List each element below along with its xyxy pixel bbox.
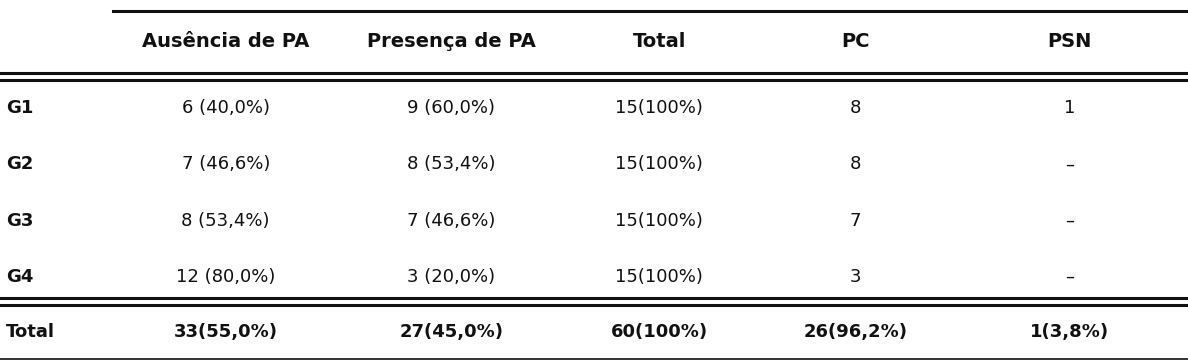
Text: 33(55,0%): 33(55,0%) <box>173 323 278 341</box>
Text: 15(100%): 15(100%) <box>615 268 703 286</box>
Text: 3: 3 <box>849 268 861 286</box>
Text: Presença de PA: Presença de PA <box>367 32 536 51</box>
Text: 8: 8 <box>849 99 861 117</box>
Text: –: – <box>1064 155 1074 173</box>
Text: 1(3,8%): 1(3,8%) <box>1030 323 1108 341</box>
Text: –: – <box>1064 212 1074 229</box>
Text: G2: G2 <box>6 155 33 173</box>
Text: PC: PC <box>841 32 870 51</box>
Text: G1: G1 <box>6 99 33 117</box>
Text: G4: G4 <box>6 268 33 286</box>
Text: 26(96,2%): 26(96,2%) <box>803 323 908 341</box>
Text: 27(45,0%): 27(45,0%) <box>399 323 504 341</box>
Text: 12 (80,0%): 12 (80,0%) <box>176 268 276 286</box>
Text: 60(100%): 60(100%) <box>611 323 708 341</box>
Text: 7 (46,6%): 7 (46,6%) <box>407 212 495 229</box>
Text: PSN: PSN <box>1047 32 1092 51</box>
Text: 3 (20,0%): 3 (20,0%) <box>407 268 495 286</box>
Text: Total: Total <box>633 32 685 51</box>
Text: G3: G3 <box>6 212 33 229</box>
Text: 8 (53,4%): 8 (53,4%) <box>407 155 495 173</box>
Text: Ausência de PA: Ausência de PA <box>143 32 309 51</box>
Text: –: – <box>1064 268 1074 286</box>
Text: Total: Total <box>6 323 55 341</box>
Text: 15(100%): 15(100%) <box>615 99 703 117</box>
Text: 7: 7 <box>849 212 861 229</box>
Text: 1: 1 <box>1063 99 1075 117</box>
Text: 9 (60,0%): 9 (60,0%) <box>407 99 495 117</box>
Text: 15(100%): 15(100%) <box>615 155 703 173</box>
Text: 8 (53,4%): 8 (53,4%) <box>182 212 270 229</box>
Text: 6 (40,0%): 6 (40,0%) <box>182 99 270 117</box>
Text: 8: 8 <box>849 155 861 173</box>
Text: 15(100%): 15(100%) <box>615 212 703 229</box>
Text: 7 (46,6%): 7 (46,6%) <box>182 155 270 173</box>
